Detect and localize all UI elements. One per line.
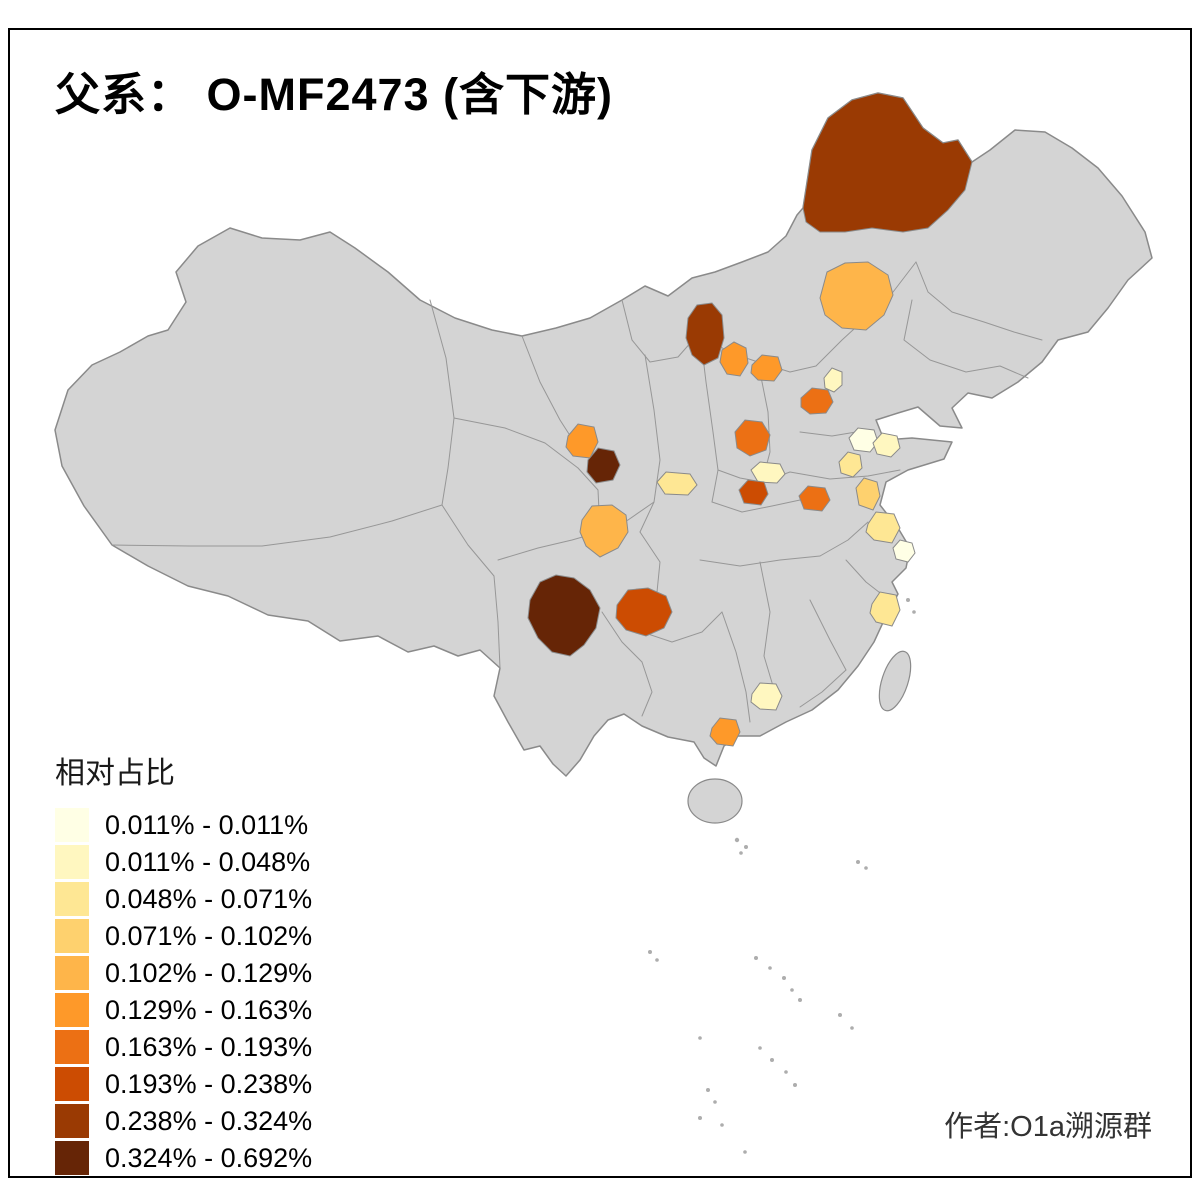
legend-label: 0.163% - 0.193%	[105, 1031, 313, 1062]
legend: 相对占比 0.011% - 0.011% 0.011% - 0.048% 0.048…	[55, 748, 312, 1178]
map-region-r21	[615, 587, 673, 637]
map-region-r23	[709, 717, 741, 747]
map-region-r10	[734, 419, 771, 457]
author-credit: 作者:O1a溯源群	[944, 1111, 1152, 1143]
map-region-r3	[685, 302, 725, 366]
map-region-r22	[750, 682, 783, 711]
legend-swatch	[55, 956, 89, 990]
legend-label: 0.011% - 0.011%	[105, 809, 309, 840]
legend-label: 0.324% - 0.692%	[105, 1142, 313, 1173]
legend-label: 0.071% - 0.102%	[105, 920, 313, 951]
hainan-island	[687, 778, 743, 824]
legend-item: 0.048% - 0.071%	[55, 882, 312, 916]
legend-item: 0.193% - 0.238%	[55, 1067, 312, 1101]
map-region-r6	[800, 387, 834, 415]
legend-label: 0.238% - 0.324%	[105, 1105, 313, 1136]
legend-rows: 0.011% - 0.011% 0.011% - 0.048% 0.048% - 0…	[55, 808, 312, 1175]
legend-item: 0.129% - 0.163%	[55, 993, 312, 1027]
map-region-r25	[892, 539, 916, 563]
legend-swatch	[55, 1067, 89, 1101]
map-region-r19	[579, 504, 629, 558]
legend-label: 0.011% - 0.048%	[105, 846, 311, 877]
legend-swatch	[55, 919, 89, 953]
legend-swatch	[55, 808, 89, 842]
china-outline	[54, 92, 1153, 777]
map-region-r14	[838, 451, 863, 478]
legend-item: 0.011% - 0.011%	[55, 808, 312, 842]
map-region-r15	[855, 477, 881, 511]
map-region-r5	[750, 354, 783, 382]
map-region-r26	[869, 591, 901, 627]
legend-swatch	[55, 993, 89, 1027]
legend-item: 0.102% - 0.129%	[55, 956, 312, 990]
map-region-r1	[802, 92, 973, 233]
map-region-r16	[565, 423, 599, 459]
legend-label: 0.102% - 0.129%	[105, 957, 313, 988]
legend-swatch	[55, 1030, 89, 1064]
map-region-r12	[738, 479, 769, 506]
legend-label: 0.048% - 0.071%	[105, 883, 313, 914]
map-region-r18	[656, 471, 698, 496]
map-region-r2	[819, 261, 894, 331]
legend-swatch	[55, 1141, 89, 1175]
legend-swatch	[55, 845, 89, 879]
choropleth-regions	[527, 92, 973, 747]
map-region-r17	[586, 447, 621, 484]
legend-item: 0.011% - 0.048%	[55, 845, 312, 879]
map-region-r7	[823, 367, 843, 393]
legend-swatch	[55, 1104, 89, 1138]
legend-item: 0.071% - 0.102%	[55, 919, 312, 953]
legend-item: 0.238% - 0.324%	[55, 1104, 312, 1138]
legend-label: 0.129% - 0.163%	[105, 994, 313, 1025]
map-region-r24	[865, 511, 901, 544]
map-region-r13	[798, 485, 831, 512]
map-region-r9	[872, 432, 901, 458]
legend-item: 0.163% - 0.193%	[55, 1030, 312, 1064]
sea-islets	[648, 598, 916, 1154]
legend-label: 0.193% - 0.238%	[105, 1068, 313, 1099]
page-title: 父系： O-MF2473 (含下游)	[55, 69, 614, 120]
legend-swatch	[55, 882, 89, 916]
islands	[687, 650, 912, 824]
taiwan-island	[878, 650, 912, 712]
map-region-r4	[719, 341, 749, 377]
legend-title: 相对占比	[55, 757, 175, 790]
legend-item: 0.324% - 0.692%	[55, 1141, 312, 1175]
map-region-r20	[527, 574, 601, 657]
